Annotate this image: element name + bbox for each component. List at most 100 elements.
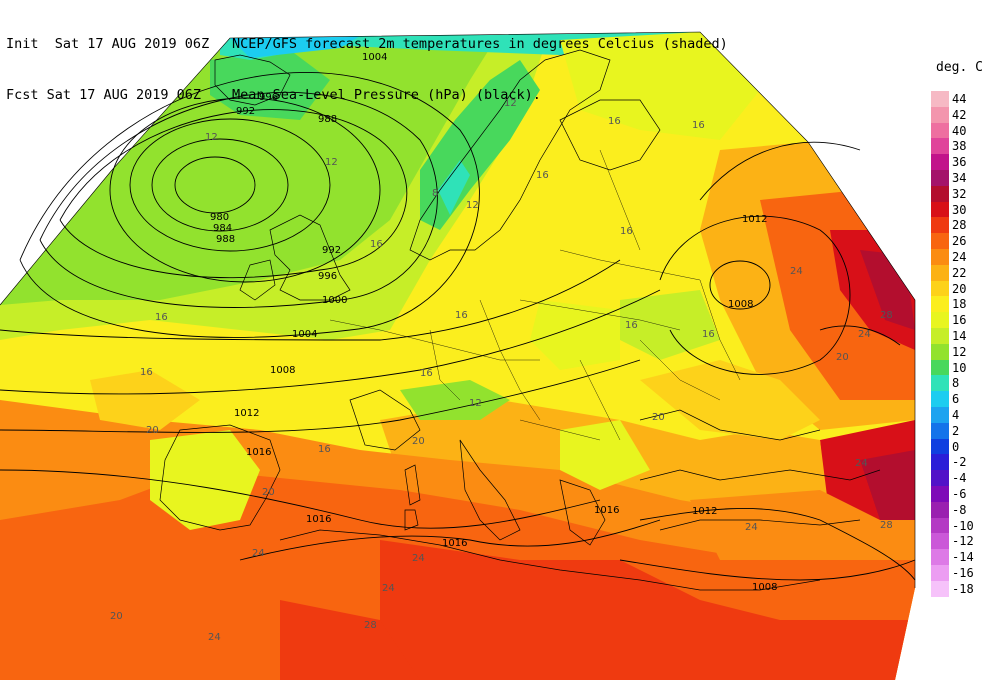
map-frame <box>0 31 916 588</box>
temp-label: 28 <box>364 620 377 631</box>
isobar-label: 988 <box>216 234 235 245</box>
temp-label: 28 <box>880 310 893 321</box>
legend-label: 34 <box>952 171 967 185</box>
temp-label: 20 <box>146 425 159 436</box>
isobar-label: 1008 <box>728 299 753 310</box>
temp-label: 12 <box>325 157 338 168</box>
legend-label: -16 <box>952 566 974 580</box>
legend-label: 38 <box>952 139 967 154</box>
isobar-label: 1016 <box>246 447 271 458</box>
legend-swatch <box>931 217 949 234</box>
map-header: Init Sat 17 AUG 2019 06Z NCEP/GFS forecas… <box>6 2 728 121</box>
legend-label: 32 <box>952 186 967 201</box>
temp-label: 20 <box>262 487 275 498</box>
legend-label: 0 <box>952 439 960 454</box>
temp-label: 24 <box>412 553 425 564</box>
isobar-label: 980 <box>210 212 229 223</box>
legend-label: -18 <box>952 581 974 596</box>
legend-swatch <box>931 280 949 297</box>
isobar-label: 984 <box>213 223 232 234</box>
temp-label: 12 <box>205 132 218 143</box>
temp-label: 24 <box>252 548 265 559</box>
legend-label: 10 <box>952 360 967 375</box>
isobar-label: 988 <box>318 114 337 125</box>
temperature-labels: 12 12 16 16 16 16 12 16 8 12 16 16 16 12… <box>110 98 893 643</box>
isobar-label: 996 <box>259 92 278 103</box>
legend-swatch <box>931 122 949 139</box>
isobar-label: 1000 <box>322 295 347 306</box>
legend-swatch <box>931 470 949 487</box>
legend-swatch <box>931 233 949 250</box>
legend-label: -4 <box>952 471 967 486</box>
temp-label: 8 <box>432 188 438 199</box>
legend-swatch <box>931 249 949 265</box>
legend-label: 12 <box>952 344 967 359</box>
legend-swatch <box>931 170 949 186</box>
isobar-label: 992 <box>236 106 255 117</box>
temp-label: 28 <box>880 520 893 531</box>
legend-label: 24 <box>952 250 967 264</box>
isobar-label: 1008 <box>270 365 295 376</box>
temp-label: 24 <box>382 583 395 594</box>
temp-label: 20 <box>412 436 425 447</box>
legend-swatch <box>931 359 949 376</box>
legend-label: -10 <box>952 518 974 533</box>
legend-label: 30 <box>952 202 967 217</box>
legend-swatch <box>931 91 949 107</box>
product-title: NCEP/GFS forecast 2m temperatures in deg… <box>232 36 728 52</box>
legend-swatch <box>931 375 949 392</box>
temp-label: 24 <box>745 522 758 533</box>
temp-label: 12 <box>466 200 479 211</box>
legend-swatch <box>931 486 949 502</box>
temp-label: 24 <box>790 266 803 277</box>
temp-label: 20 <box>652 412 665 423</box>
temp-label: 24 <box>858 329 871 340</box>
isobar-label: 1012 <box>692 506 717 517</box>
legend-swatch <box>931 549 949 566</box>
legend-swatch <box>931 391 949 408</box>
legend-label: 8 <box>952 376 960 391</box>
legend-swatch <box>931 138 949 155</box>
isobar-label: 1016 <box>306 514 331 525</box>
legend-swatch <box>931 454 949 471</box>
country-borders <box>329 149 741 441</box>
temp-label: 16 <box>702 329 715 340</box>
legend-swatch <box>931 201 949 218</box>
isobar-label: 992 <box>322 245 341 256</box>
isobar-label: 1004 <box>362 52 387 63</box>
temp-label: 24 <box>855 458 868 469</box>
temp-label: 16 <box>455 310 468 321</box>
isobar-label: 996 <box>318 271 337 282</box>
legend-label: -12 <box>952 534 974 549</box>
temp-label: 16 <box>536 170 549 181</box>
coastlines <box>159 49 881 591</box>
legend-swatch <box>931 296 949 313</box>
product-subtitle: Mean Sea-Level Pressure (hPa) (black). <box>232 87 541 103</box>
legend-label: 20 <box>952 281 967 296</box>
legend-label: 22 <box>952 265 967 280</box>
legend-swatch <box>931 328 949 344</box>
legend-swatch <box>931 343 949 360</box>
legend-swatch <box>931 422 949 439</box>
legend-label: 2 <box>952 423 960 438</box>
temp-label: 12 <box>469 398 482 409</box>
legend-swatch <box>931 533 949 550</box>
isobar-label: 1012 <box>742 214 767 225</box>
legend-label: 14 <box>952 329 967 343</box>
legend-swatch <box>931 580 949 597</box>
isobar-label: 1004 <box>292 329 317 340</box>
legend-label: 36 <box>952 155 967 170</box>
temp-label: 16 <box>620 226 633 237</box>
legend-label: -2 <box>952 455 967 470</box>
legend-label: 28 <box>952 218 967 233</box>
legend-swatch <box>931 438 949 455</box>
legend-swatch <box>931 501 949 518</box>
legend-swatch <box>931 565 949 581</box>
legend-label: -6 <box>952 487 967 501</box>
temp-label: 20 <box>836 352 849 363</box>
legend-swatch <box>931 154 949 171</box>
temp-label: 16 <box>318 444 331 455</box>
legend-label: 26 <box>952 234 967 249</box>
temp-label: 16 <box>140 367 153 378</box>
legend-swatch <box>931 106 949 123</box>
